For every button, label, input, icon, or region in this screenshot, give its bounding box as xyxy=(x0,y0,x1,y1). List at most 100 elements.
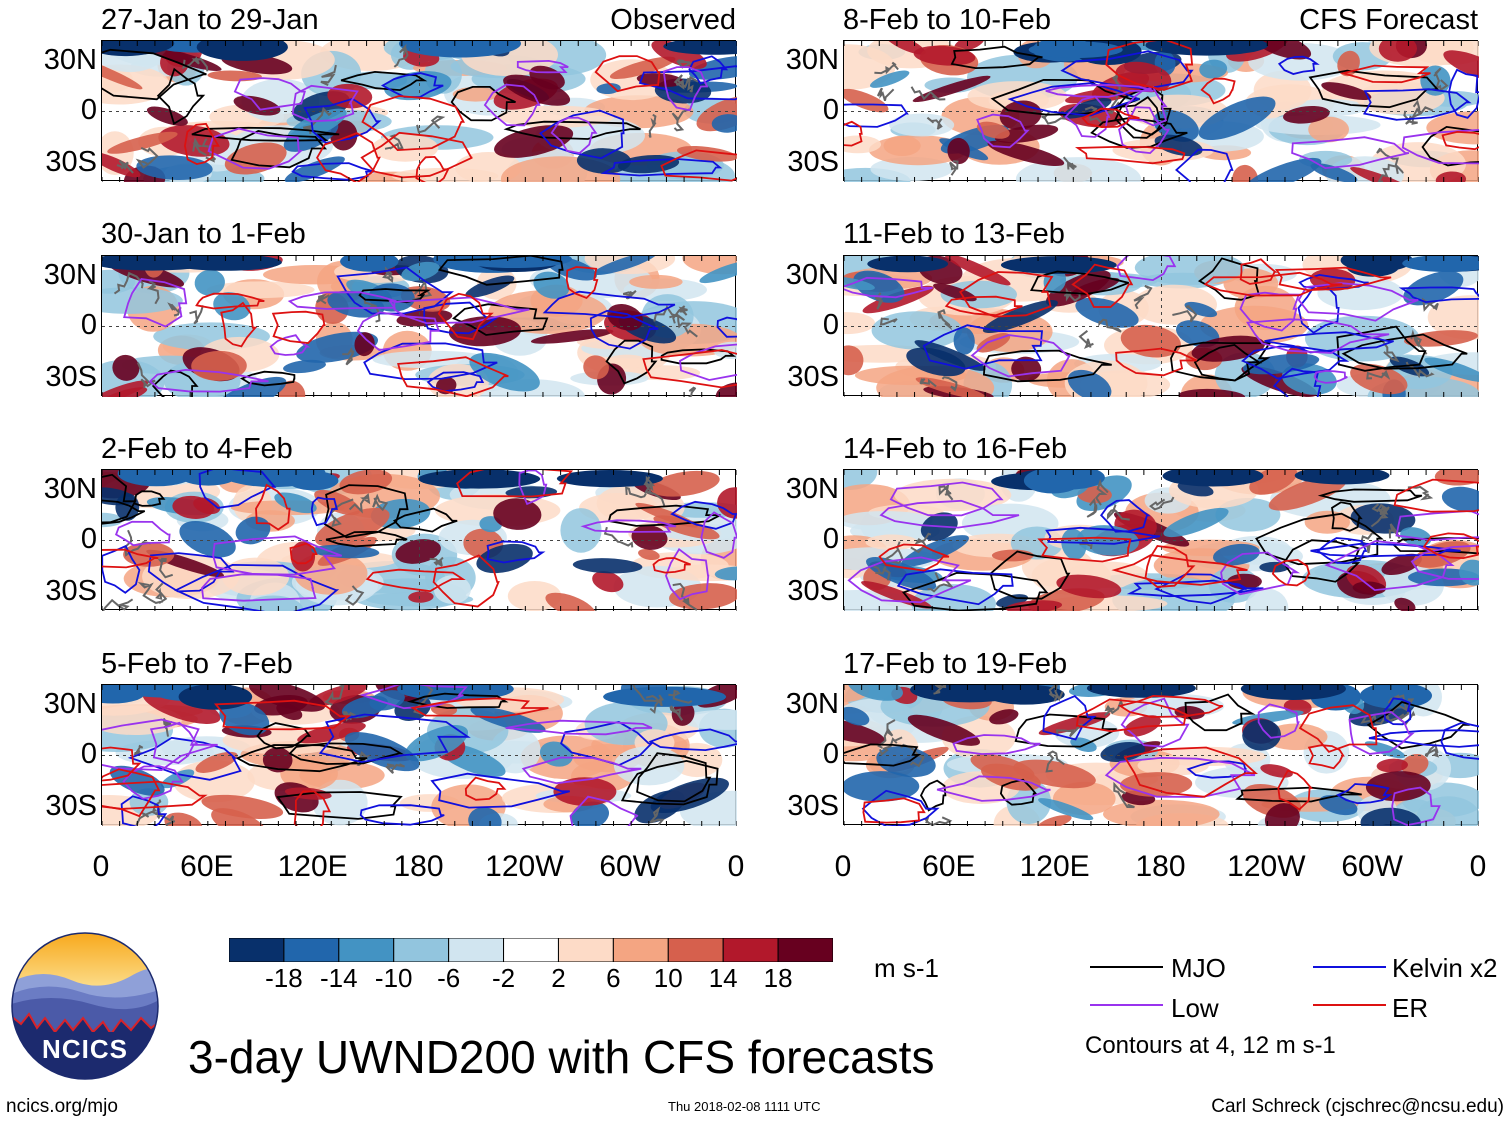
panel-title: 27-Jan to 29-Jan xyxy=(101,4,319,36)
legend-label-kelvin: Kelvin x2 xyxy=(1392,953,1498,983)
contour-kelvin xyxy=(1186,760,1247,779)
contour-mjo xyxy=(102,473,137,524)
contour-er xyxy=(365,568,466,593)
contour-kelvin xyxy=(336,266,454,315)
contour-mjo xyxy=(1255,512,1384,566)
contour-low xyxy=(569,795,639,826)
contour-kelvin xyxy=(1277,55,1320,75)
contour-low xyxy=(359,685,468,710)
contour-er xyxy=(1144,545,1196,588)
lon-tick-label: 180 xyxy=(393,850,444,883)
contour-low xyxy=(201,573,317,602)
lat-tick-label: 30S xyxy=(787,361,839,393)
contour-low xyxy=(1246,318,1390,354)
contour-low xyxy=(1239,291,1301,332)
contour-mjo xyxy=(620,759,719,806)
contour-mjo xyxy=(392,507,458,533)
contour-kelvin xyxy=(1440,721,1479,760)
panel-title: 14-Feb to 16-Feb xyxy=(843,433,1068,465)
contour-low xyxy=(233,77,306,111)
footer-url[interactable]: ncics.org/mjo xyxy=(6,1096,118,1117)
contour-low xyxy=(122,765,184,800)
panel-title: 2-Feb to 4-Feb xyxy=(101,433,293,465)
contour-low xyxy=(665,547,710,601)
contour-er xyxy=(1271,558,1311,587)
footer-timestamp: Thu 2018-02-08 1111 UTC xyxy=(668,1099,821,1114)
contour-mjo xyxy=(325,530,408,548)
colorbar-swatch xyxy=(448,938,505,962)
contour-low xyxy=(483,83,541,127)
contour-mjo xyxy=(407,692,509,709)
main-title: 3-day UWND200 with CFS forecasts xyxy=(188,1031,935,1083)
contour-er xyxy=(213,699,352,731)
contour-low xyxy=(114,520,171,547)
contour-er xyxy=(316,132,381,182)
contour-er xyxy=(410,697,549,719)
contour-mjo xyxy=(1366,701,1471,750)
contour-mjo xyxy=(1014,713,1118,748)
contour-er xyxy=(1105,41,1194,91)
contour-low xyxy=(679,343,737,381)
colorbar-tick-label: -18 xyxy=(265,963,303,993)
contour-kelvin xyxy=(638,65,737,101)
panel-title: 17-Feb to 19-Feb xyxy=(843,648,1068,680)
colorbar-units: m s-1 xyxy=(874,953,939,983)
contour-mjo xyxy=(901,571,1049,611)
contour-kelvin xyxy=(1316,537,1368,565)
contour-kelvin xyxy=(127,736,242,781)
contour-er xyxy=(944,295,1023,317)
contour-er xyxy=(293,790,332,826)
lon-tick-label: 0 xyxy=(727,850,745,883)
contour-low xyxy=(1116,256,1177,282)
contour-mjo xyxy=(437,256,564,286)
contour-low xyxy=(844,276,933,299)
contour-note: Contours at 4, 12 m s-1 xyxy=(1085,1032,1336,1059)
colorbar-tick-label: 6 xyxy=(606,963,621,993)
contour-er xyxy=(594,55,661,93)
contour-kelvin xyxy=(589,309,659,350)
contour-mjo xyxy=(1336,325,1427,372)
contour-kelvin xyxy=(198,470,277,509)
contour-kelvin xyxy=(539,109,625,160)
contour-kelvin xyxy=(303,97,382,144)
contour-er xyxy=(437,292,494,341)
contour-er xyxy=(1111,554,1248,586)
contour-er xyxy=(1115,347,1198,377)
contour-mjo xyxy=(1029,270,1130,295)
lat-tick-label: 30N xyxy=(785,688,839,720)
colorbar-tick-label: 2 xyxy=(551,963,566,993)
contour-er xyxy=(1037,536,1132,563)
colorbar-swatch xyxy=(503,938,559,962)
contour-kelvin xyxy=(861,789,940,826)
panel-title: 30-Jan to 1-Feb xyxy=(101,218,306,250)
colorbar-swatch xyxy=(283,938,340,962)
lat-tick-label: 0 xyxy=(80,738,97,770)
colorbar-tick-label: 18 xyxy=(763,963,793,993)
contour-kelvin xyxy=(922,324,1043,370)
uwnd-map-panel xyxy=(101,255,737,397)
lat-tick-label: 30N xyxy=(43,259,97,291)
contour-kelvin xyxy=(600,158,723,177)
lat-tick-label: 30N xyxy=(43,44,97,76)
contour-kelvin xyxy=(1448,68,1479,119)
contour-er xyxy=(1074,145,1186,165)
contour-er xyxy=(271,310,326,344)
contour-kelvin xyxy=(1045,526,1161,545)
contour-er xyxy=(102,768,161,818)
contour-low xyxy=(662,66,709,112)
contour-kelvin xyxy=(1398,286,1479,304)
lat-tick-label: 30N xyxy=(785,259,839,291)
colorbar-swatch xyxy=(777,938,833,962)
contour-kelvin xyxy=(1007,82,1140,117)
contour-mjo xyxy=(1421,125,1479,167)
panel-title: 5-Feb to 7-Feb xyxy=(101,648,293,680)
contour-er xyxy=(1123,746,1258,798)
colorbar-swatch xyxy=(667,938,724,962)
lat-tick-label: 30S xyxy=(787,575,839,607)
uwnd-map-panel xyxy=(101,684,737,826)
lon-tick-label: 180 xyxy=(1135,850,1186,883)
contour-kelvin xyxy=(1272,367,1322,397)
contour-mjo xyxy=(452,303,549,336)
contour-kelvin xyxy=(1363,88,1472,121)
lat-tick-label: 0 xyxy=(822,738,839,770)
